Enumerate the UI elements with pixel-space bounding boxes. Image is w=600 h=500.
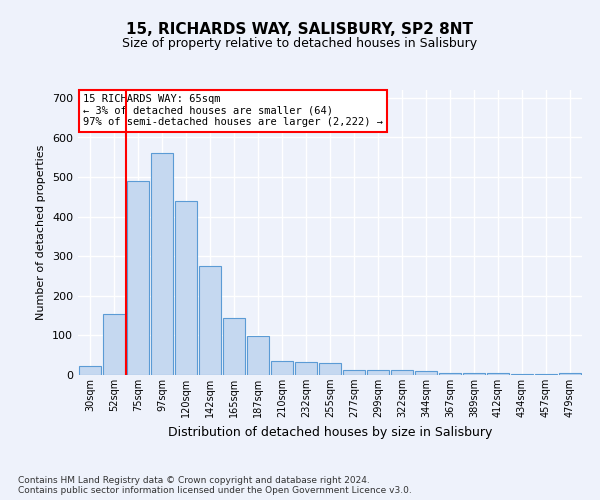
Bar	[511, 374, 533, 375]
Bar	[223, 318, 245, 375]
Y-axis label: Number of detached properties: Number of detached properties	[37, 145, 46, 320]
Bar	[103, 314, 125, 375]
Bar	[271, 361, 293, 375]
Bar	[319, 363, 341, 375]
Bar	[535, 374, 557, 375]
Bar	[199, 266, 221, 375]
Bar	[247, 336, 269, 375]
Text: 15, RICHARDS WAY, SALISBURY, SP2 8NT: 15, RICHARDS WAY, SALISBURY, SP2 8NT	[127, 22, 473, 38]
Text: 15 RICHARDS WAY: 65sqm
← 3% of detached houses are smaller (64)
97% of semi-deta: 15 RICHARDS WAY: 65sqm ← 3% of detached …	[83, 94, 383, 128]
Bar	[343, 370, 365, 375]
Bar	[127, 181, 149, 375]
Bar	[79, 366, 101, 375]
Text: Size of property relative to detached houses in Salisbury: Size of property relative to detached ho…	[122, 38, 478, 51]
Bar	[487, 373, 509, 375]
Bar	[367, 370, 389, 375]
Bar	[559, 373, 581, 375]
Bar	[151, 154, 173, 375]
X-axis label: Distribution of detached houses by size in Salisbury: Distribution of detached houses by size …	[168, 426, 492, 438]
Bar	[175, 201, 197, 375]
Bar	[439, 372, 461, 375]
Bar	[391, 370, 413, 375]
Bar	[463, 373, 485, 375]
Bar	[415, 372, 437, 375]
Text: Contains HM Land Registry data © Crown copyright and database right 2024.
Contai: Contains HM Land Registry data © Crown c…	[18, 476, 412, 495]
Bar	[295, 362, 317, 375]
